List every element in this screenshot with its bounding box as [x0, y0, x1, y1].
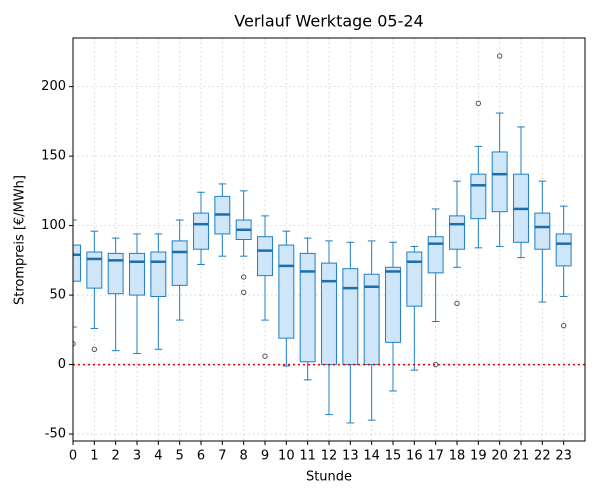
box [150, 251, 167, 297]
box [299, 252, 316, 363]
box [491, 151, 508, 213]
flier [496, 53, 503, 59]
x-tick-label: 15 [385, 449, 402, 464]
flier [91, 346, 98, 352]
x-tick-label: 12 [321, 449, 338, 464]
box [86, 251, 103, 289]
box [470, 173, 487, 220]
box [129, 252, 145, 296]
y-tick-label: 150 [41, 149, 66, 164]
x-tick-label: 14 [363, 449, 380, 464]
x-tick-label: 22 [534, 449, 551, 464]
x-tick-label: 21 [513, 449, 530, 464]
box [363, 273, 380, 366]
y-tick-label: 50 [49, 288, 66, 303]
box [427, 236, 444, 274]
x-tick-label: 3 [133, 449, 141, 464]
chart-title: Verlauf Werktage 05-24 [234, 12, 423, 31]
y-axis-label: Strompreis [€/MWh] [13, 175, 28, 305]
y-tick-label: 200 [41, 79, 66, 94]
x-tick-label: 18 [449, 449, 466, 464]
x-tick-label: 9 [261, 449, 269, 464]
box [321, 262, 337, 366]
box [406, 251, 423, 307]
x-tick-label: 2 [112, 449, 120, 464]
box [534, 212, 551, 250]
y-tick-label: -50 [45, 427, 66, 442]
x-tick-label: 19 [470, 449, 487, 464]
flier [560, 322, 567, 329]
x-tick-label: 4 [154, 449, 162, 464]
x-tick-label: 5 [176, 449, 184, 464]
plot-area [73, 53, 585, 424]
x-tick-label: 23 [555, 449, 572, 464]
box [107, 252, 124, 295]
flier [475, 100, 482, 107]
y-tick-label: 100 [41, 218, 66, 233]
box [193, 212, 209, 250]
x-tick-label: 20 [491, 449, 508, 464]
flier [240, 274, 247, 280]
x-tick-label: 7 [218, 449, 226, 464]
box [449, 215, 465, 250]
box [555, 233, 572, 267]
x-tick-label: 17 [427, 449, 444, 464]
box [385, 266, 401, 343]
x-tick-label: 10 [278, 449, 295, 464]
flier [262, 353, 268, 359]
box [73, 244, 81, 282]
x-tick-label: 0 [69, 449, 77, 464]
x-tick-label: 16 [406, 449, 423, 464]
box [171, 240, 188, 286]
x-axis-label: Stunde [306, 470, 352, 485]
x-tick-label: 11 [299, 449, 316, 464]
x-tick-label: 13 [342, 449, 359, 464]
box [257, 236, 273, 277]
box [342, 268, 359, 366]
y-tick-label: 0 [58, 357, 66, 372]
flier [454, 300, 460, 307]
x-tick-label: 6 [197, 449, 205, 464]
x-tick-label: 1 [90, 449, 98, 464]
box [278, 244, 295, 339]
x-tick-label: 8 [240, 449, 248, 464]
flier [240, 289, 247, 296]
